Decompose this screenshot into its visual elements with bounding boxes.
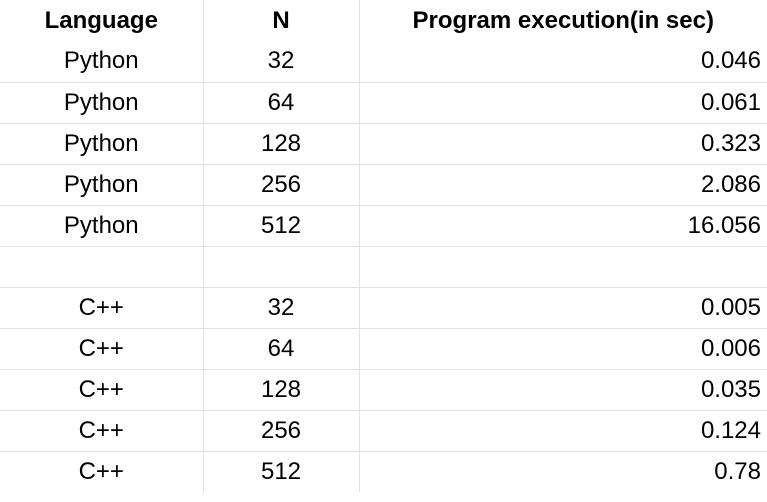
execution-time-cell bbox=[359, 246, 767, 288]
n-cell bbox=[203, 246, 360, 288]
table-row: Python 512 16.056 bbox=[0, 205, 767, 247]
execution-time-cell: 2.086 bbox=[359, 164, 767, 206]
table-row: C++ 512 0.78 bbox=[0, 451, 767, 492]
language-cell bbox=[0, 246, 204, 288]
execution-time-cell: 0.046 bbox=[359, 41, 767, 83]
execution-time-cell: 16.056 bbox=[359, 205, 767, 247]
n-cell: 128 bbox=[203, 123, 360, 165]
language-cell: C++ bbox=[0, 287, 204, 329]
n-cell: 256 bbox=[203, 410, 360, 452]
n-cell: 64 bbox=[203, 328, 360, 370]
execution-time-cell: 0.78 bbox=[714, 457, 761, 485]
table-row: Python 32 0.046 bbox=[0, 41, 767, 83]
header-row: Language N Program execution(in sec) bbox=[0, 0, 767, 41]
language-cell: C++ bbox=[0, 451, 204, 492]
header-program-execution: Program execution(in sec) bbox=[412, 6, 714, 34]
n-cell: 64 bbox=[203, 82, 360, 124]
execution-time-cell: 0.061 bbox=[359, 82, 767, 124]
execution-time-cell: 0.323 bbox=[359, 123, 767, 165]
n-cell: 256 bbox=[203, 164, 360, 206]
table-row: C++ 64 0.006 bbox=[0, 328, 767, 370]
language-cell: C++ bbox=[0, 369, 204, 411]
n-cell: 32 bbox=[203, 41, 360, 83]
table-row: Python 64 0.061 bbox=[0, 82, 767, 124]
table-row: C++ 128 0.035 bbox=[0, 369, 767, 411]
language-cell: C++ bbox=[0, 328, 204, 370]
n-cell: 512 bbox=[203, 205, 360, 247]
table-row: C++ 256 0.124 bbox=[0, 410, 767, 452]
execution-time-cell: 0.006 bbox=[359, 328, 767, 370]
table-row: C++ 32 0.005 bbox=[0, 287, 767, 329]
language-cell: Python bbox=[0, 82, 204, 124]
header-language: Language bbox=[0, 0, 204, 41]
language-cell: Python bbox=[0, 123, 204, 165]
language-cell: Python bbox=[0, 41, 204, 83]
execution-time-cell: 0.124 bbox=[359, 410, 767, 452]
empty-row bbox=[0, 246, 767, 288]
execution-time-cell: 0.035 bbox=[359, 369, 767, 411]
table-row: Python 128 0.323 bbox=[0, 123, 767, 165]
n-cell: 512 bbox=[203, 451, 360, 492]
n-cell: 32 bbox=[203, 287, 360, 329]
table-row: Python 256 2.086 bbox=[0, 164, 767, 206]
language-cell: C++ bbox=[0, 410, 204, 452]
n-cell: 128 bbox=[203, 369, 360, 411]
language-cell: Python bbox=[0, 164, 204, 206]
execution-time-cell: 0.005 bbox=[359, 287, 767, 329]
header-n: N bbox=[203, 0, 360, 41]
language-cell: Python bbox=[0, 205, 204, 247]
